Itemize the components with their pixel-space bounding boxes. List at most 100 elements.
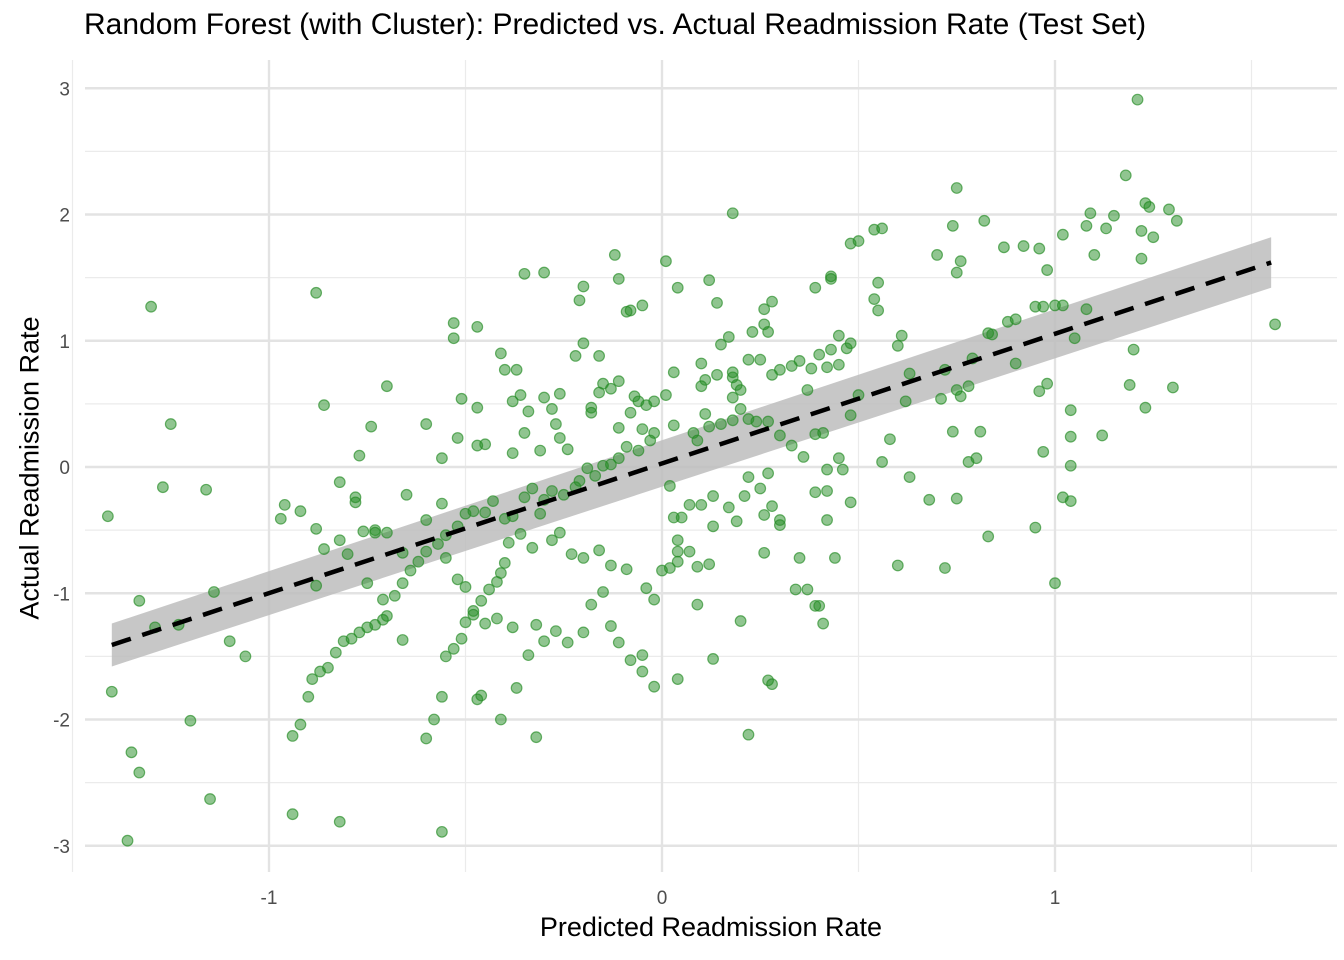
data-point — [436, 825, 448, 838]
data-point — [577, 552, 590, 564]
data-point — [396, 577, 409, 590]
data-point — [475, 594, 488, 607]
data-point — [950, 492, 963, 505]
data-point — [844, 409, 857, 422]
data-point — [832, 329, 845, 342]
data-point — [872, 304, 885, 317]
data-point — [471, 320, 484, 333]
y-tick-label: -2 — [53, 711, 70, 732]
data-point — [439, 552, 452, 564]
data-point — [636, 665, 649, 678]
data-point — [1147, 231, 1160, 244]
data-point — [274, 512, 287, 525]
data-point — [832, 358, 845, 371]
data-point — [585, 406, 598, 419]
data-point — [671, 281, 684, 294]
data-point — [608, 248, 621, 261]
data-points — [101, 93, 1281, 847]
data-point — [707, 490, 719, 502]
data-point — [593, 350, 606, 362]
data-point — [1037, 300, 1050, 313]
x-tick-label: 0 — [657, 888, 668, 909]
data-point — [200, 483, 213, 496]
data-point — [766, 678, 778, 691]
data-point — [546, 485, 558, 497]
data-point — [101, 510, 114, 523]
data-point — [1166, 381, 1179, 394]
data-point — [145, 300, 158, 313]
data-point — [553, 387, 566, 400]
data-point — [821, 463, 833, 476]
data-point — [785, 360, 798, 372]
data-point — [1170, 214, 1183, 227]
data-point — [498, 363, 511, 376]
data-point — [447, 332, 460, 345]
data-point — [526, 541, 539, 554]
data-point — [711, 296, 723, 309]
data-point — [223, 635, 236, 648]
data-point — [1108, 209, 1120, 222]
data-point — [962, 380, 975, 393]
data-point — [1143, 201, 1156, 213]
data-point — [1163, 203, 1175, 216]
data-point — [754, 482, 767, 495]
data-point — [451, 432, 464, 444]
data-point — [699, 408, 712, 420]
data-point — [589, 469, 602, 482]
data-point — [420, 545, 433, 558]
data-point — [620, 440, 633, 453]
data-point — [1041, 264, 1054, 276]
data-point — [978, 214, 991, 227]
data-point — [671, 555, 684, 568]
data-point — [809, 599, 822, 612]
data-point — [400, 488, 413, 501]
data-point — [125, 746, 138, 759]
data-point — [439, 650, 452, 663]
data-point — [286, 808, 299, 821]
data-point — [204, 793, 216, 805]
data-point — [105, 685, 118, 698]
data-point — [467, 608, 480, 621]
data-point — [644, 434, 657, 447]
data-point — [530, 618, 543, 631]
data-point — [711, 368, 723, 381]
data-point — [821, 514, 833, 526]
data-point — [436, 452, 448, 465]
data-point — [538, 391, 550, 404]
data-point — [817, 617, 830, 630]
data-point — [1029, 521, 1042, 534]
data-point — [310, 286, 323, 299]
data-point — [762, 467, 775, 480]
data-point — [703, 420, 716, 433]
data-point — [624, 406, 637, 419]
data-point — [329, 646, 342, 659]
data-point — [726, 391, 739, 404]
data-point — [597, 459, 609, 472]
data-point — [703, 274, 716, 287]
data-point — [683, 498, 696, 511]
data-point — [121, 834, 134, 847]
data-point — [726, 207, 739, 220]
data-point — [667, 366, 680, 379]
data-point — [518, 267, 531, 280]
data-point — [628, 390, 641, 403]
data-point — [506, 621, 519, 634]
y-tick-label: 0 — [59, 458, 70, 479]
data-point — [164, 418, 177, 430]
data-point — [381, 526, 393, 539]
data-point — [813, 348, 826, 361]
data-point — [766, 295, 778, 308]
data-point — [703, 558, 716, 571]
data-point — [349, 496, 362, 509]
y-tick-label: 3 — [59, 79, 70, 100]
data-point — [931, 248, 943, 261]
data-point — [420, 418, 433, 430]
data-point — [876, 222, 888, 235]
data-point — [986, 328, 999, 341]
data-point — [825, 343, 837, 356]
data-point — [1056, 228, 1069, 241]
data-point — [730, 515, 743, 528]
data-point — [950, 182, 963, 194]
data-point — [518, 491, 531, 504]
data-point — [636, 299, 649, 312]
